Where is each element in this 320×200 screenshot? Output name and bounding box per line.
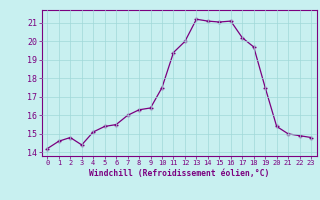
X-axis label: Windchill (Refroidissement éolien,°C): Windchill (Refroidissement éolien,°C) — [89, 169, 269, 178]
